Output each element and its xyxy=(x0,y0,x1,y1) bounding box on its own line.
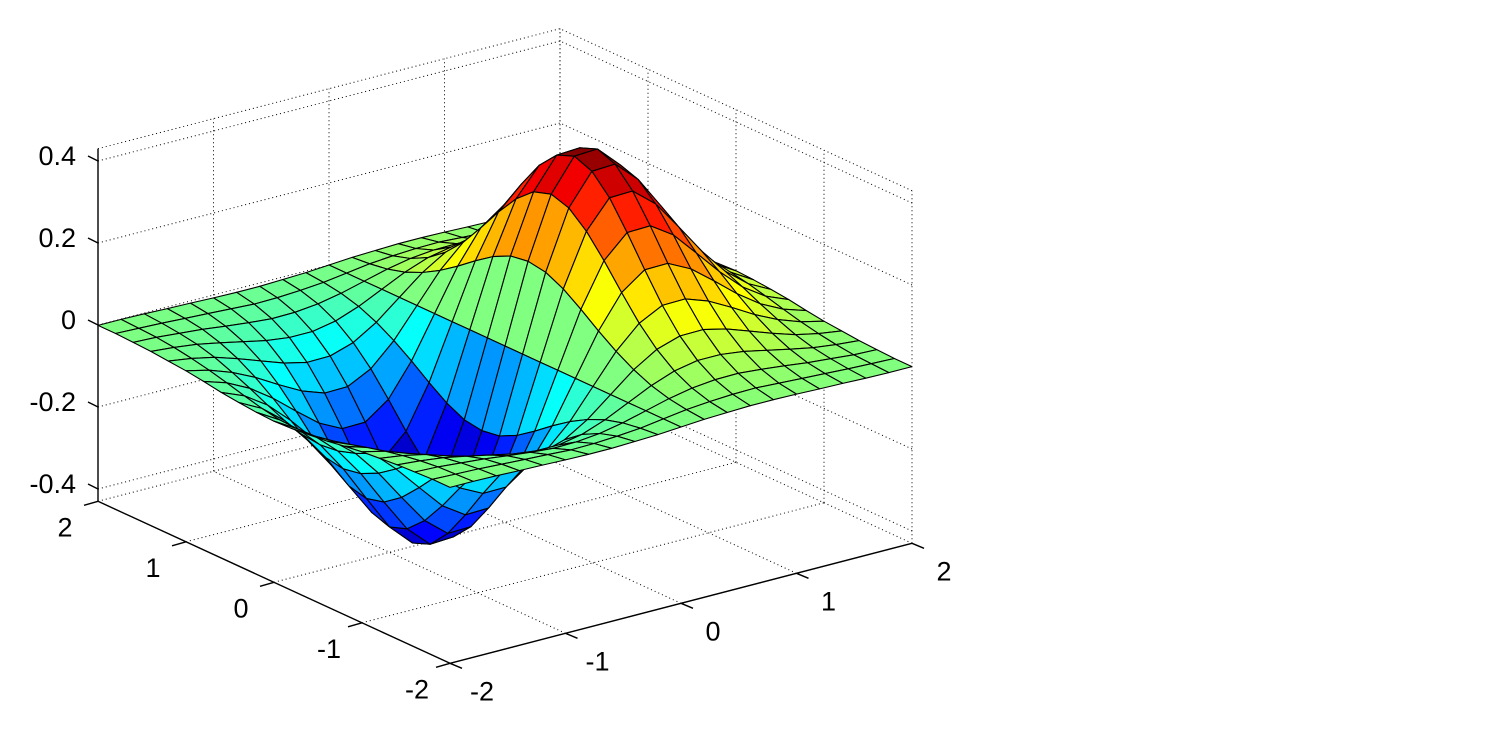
x-tick-label: -1 xyxy=(585,646,609,676)
x-tick-mark xyxy=(565,632,578,639)
surface-face xyxy=(431,473,474,488)
y-tick-mark xyxy=(83,500,99,506)
x-tick-label: -2 xyxy=(470,676,494,706)
y-tick-label: 0 xyxy=(233,593,248,623)
floor-gridline-x xyxy=(213,470,566,634)
y-tick-mark xyxy=(347,622,363,628)
z-tick-label: -0.4 xyxy=(29,469,76,499)
y-tick-mark xyxy=(171,541,187,547)
x-tick-mark xyxy=(680,602,694,609)
side-wall-top-edge xyxy=(559,28,913,192)
y-tick-mark xyxy=(435,662,451,668)
z-tick-label: -0.2 xyxy=(29,387,76,417)
z-tick-label: 0.2 xyxy=(38,223,76,253)
floor-gridline-x xyxy=(559,380,913,544)
floor-gridline-x xyxy=(444,410,797,574)
x-tick-label: 0 xyxy=(705,616,720,646)
floor-gridline-x xyxy=(328,440,682,604)
tick-labels: -0.4 -0.2 0 0.2 0.4 -2 -1 0 1 2 -2 -1 0 1 2 xyxy=(29,141,951,706)
x-tick-mark xyxy=(449,662,463,669)
side-wall-gridline-z xyxy=(559,368,913,532)
z-tick-label: 0 xyxy=(61,305,76,335)
x-tick-mark xyxy=(796,572,809,579)
axes xyxy=(83,148,925,669)
x-tick-label: 2 xyxy=(936,556,951,586)
z-tick-mark xyxy=(87,401,99,408)
surface-mesh xyxy=(97,147,913,545)
y-tick-mark xyxy=(259,581,275,587)
x-tick-mark xyxy=(911,542,925,549)
side-wall-gridline-z xyxy=(559,286,913,450)
y-tick-label: 1 xyxy=(145,553,160,583)
z-tick-mark xyxy=(87,319,99,326)
z-tick-mark xyxy=(87,155,99,162)
y-tick-label: -1 xyxy=(317,634,341,664)
y-tick-label: 2 xyxy=(57,512,72,542)
y-tick-label: -2 xyxy=(405,674,429,704)
side-wall-gridline-z xyxy=(559,122,913,286)
z-tick-mark xyxy=(87,237,99,244)
x-tick-label: 1 xyxy=(821,586,836,616)
z-tick-mark xyxy=(87,483,99,490)
side-wall-gridline-z xyxy=(559,40,913,204)
z-tick-label: 0.4 xyxy=(38,141,76,171)
back-wall-top-edge xyxy=(97,28,561,150)
